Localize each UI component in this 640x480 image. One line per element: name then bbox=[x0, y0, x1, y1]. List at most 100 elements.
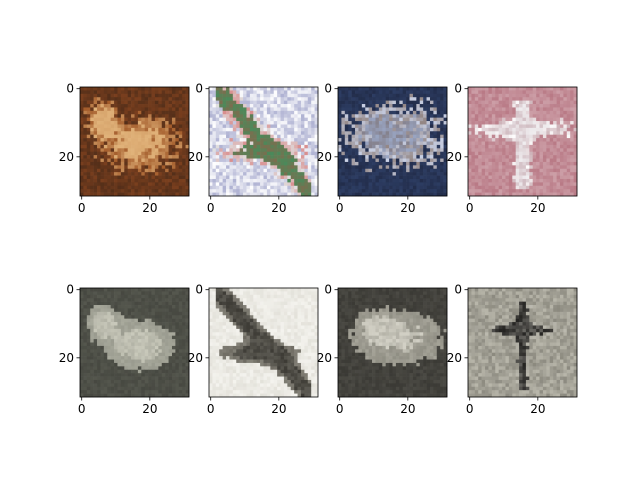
image-pixel bbox=[236, 185, 240, 190]
image-pixel bbox=[471, 144, 476, 149]
image-pixel bbox=[165, 121, 169, 125]
image-pixel bbox=[270, 141, 275, 146]
image-pixel bbox=[134, 127, 139, 132]
image-pixel bbox=[137, 165, 142, 170]
image-pixel bbox=[212, 172, 217, 176]
image-pixel bbox=[532, 178, 537, 183]
image-pixel bbox=[110, 305, 115, 309]
image-pixel bbox=[341, 155, 346, 159]
image-pixel bbox=[114, 178, 118, 183]
image-pixel bbox=[229, 185, 234, 190]
image-pixel bbox=[151, 90, 156, 95]
image-pixel bbox=[277, 138, 281, 142]
image-pixel bbox=[253, 189, 257, 193]
image-pixel bbox=[372, 192, 376, 197]
image-pixel bbox=[553, 185, 557, 190]
image-pixel bbox=[246, 178, 251, 183]
image-pixel bbox=[134, 121, 139, 125]
image-pixel bbox=[341, 161, 346, 166]
image-pixel bbox=[488, 124, 493, 129]
image-pixel bbox=[378, 107, 383, 112]
image-pixel bbox=[222, 97, 227, 101]
image-pixel bbox=[485, 161, 489, 166]
image-pixel bbox=[263, 185, 268, 190]
image-pixel bbox=[556, 107, 561, 112]
image-pixel bbox=[563, 124, 568, 129]
image-pixel bbox=[86, 87, 91, 91]
image-pixel bbox=[260, 175, 264, 180]
image-pixel bbox=[100, 356, 105, 360]
image-pixel bbox=[283, 168, 288, 173]
image-pixel bbox=[134, 339, 139, 343]
image-pixel bbox=[148, 192, 152, 197]
image-pixel bbox=[117, 339, 122, 343]
image-pixel bbox=[406, 151, 410, 156]
image-pixel bbox=[90, 332, 94, 336]
image-pixel bbox=[120, 339, 125, 343]
x-tick-label: 0 bbox=[78, 201, 86, 215]
image-pixel bbox=[426, 161, 431, 166]
image-pixel bbox=[485, 127, 489, 132]
image-pixel bbox=[419, 155, 424, 159]
image-pixel bbox=[355, 185, 359, 190]
image-pixel bbox=[158, 121, 163, 125]
image-pixel bbox=[260, 124, 264, 129]
image-pixel bbox=[416, 158, 421, 163]
image-pixel bbox=[502, 104, 506, 108]
image-pixel bbox=[532, 87, 537, 91]
image-pixel bbox=[280, 175, 285, 180]
image-pixel bbox=[86, 172, 91, 176]
image-pixel bbox=[256, 185, 261, 190]
image-pixel bbox=[168, 356, 173, 360]
image-pixel bbox=[563, 151, 568, 156]
image-pixel bbox=[158, 165, 163, 170]
image-pixel bbox=[178, 134, 183, 139]
image-pixel bbox=[151, 298, 156, 302]
image-pixel bbox=[563, 134, 568, 139]
image-pixel bbox=[355, 172, 359, 176]
image-pixel bbox=[536, 182, 540, 187]
image-pixel bbox=[185, 345, 190, 350]
image-pixel bbox=[344, 87, 349, 91]
image-pixel bbox=[399, 134, 404, 139]
image-pixel bbox=[93, 178, 98, 183]
image-pixel bbox=[236, 178, 240, 183]
image-pixel bbox=[553, 134, 557, 139]
image-pixel bbox=[178, 141, 183, 146]
image-pixel bbox=[161, 366, 166, 371]
image-pixel bbox=[491, 107, 496, 112]
image-pixel bbox=[151, 107, 156, 112]
image-pixel bbox=[372, 121, 376, 125]
image-pixel bbox=[137, 100, 142, 105]
image-pixel bbox=[246, 172, 251, 176]
image-pixel bbox=[372, 134, 376, 139]
image-pixel bbox=[171, 342, 176, 347]
image-pixel bbox=[542, 90, 547, 95]
image-pixel bbox=[474, 144, 479, 149]
image-pixel bbox=[495, 158, 499, 163]
image-pixel bbox=[120, 155, 125, 159]
image-pixel bbox=[154, 339, 159, 343]
image-pixel bbox=[182, 318, 186, 323]
image-pixel bbox=[249, 114, 254, 118]
image-pixel bbox=[440, 138, 444, 142]
image-pixel bbox=[519, 107, 523, 112]
image-pixel bbox=[83, 117, 88, 122]
image-pixel bbox=[103, 325, 108, 330]
image-pixel bbox=[222, 138, 227, 142]
image-pixel bbox=[90, 349, 94, 354]
image-pixel bbox=[443, 90, 448, 95]
image-pixel bbox=[570, 100, 574, 105]
image-pixel bbox=[134, 144, 139, 149]
image-pixel bbox=[406, 134, 410, 139]
image-pixel bbox=[525, 107, 530, 112]
image-pixel bbox=[542, 172, 547, 176]
image-pixel bbox=[573, 138, 578, 142]
image-pixel bbox=[175, 138, 180, 142]
image-pixel bbox=[124, 192, 128, 197]
image-pixel bbox=[232, 185, 237, 190]
image-pixel bbox=[355, 124, 359, 129]
image-pixel bbox=[355, 168, 359, 173]
image-pixel bbox=[423, 192, 427, 197]
image-pixel bbox=[498, 141, 503, 146]
